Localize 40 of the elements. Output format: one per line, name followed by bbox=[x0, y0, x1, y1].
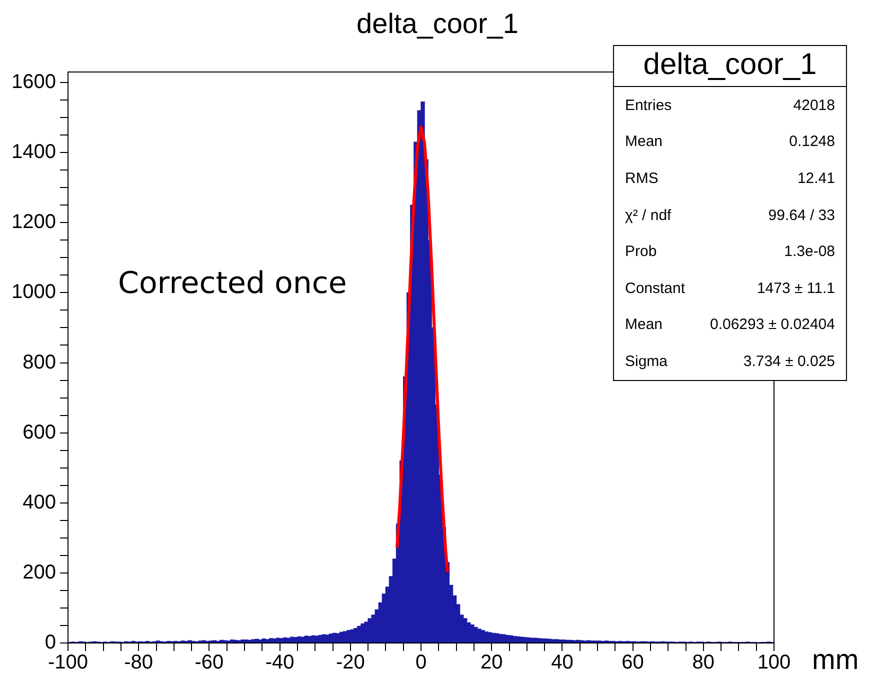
text: 1.3e-08 bbox=[784, 243, 835, 260]
y-tick-label: 600 bbox=[22, 421, 56, 444]
y-tick-label: 1000 bbox=[12, 281, 56, 304]
x-tick-label: 0 bbox=[415, 652, 427, 673]
annotation: delta_coor_1 bbox=[614, 46, 846, 87]
annotation: 1473 ± 11.1 bbox=[756, 280, 835, 297]
text: 42018 bbox=[793, 96, 835, 114]
y-tick-label: 1600 bbox=[12, 71, 56, 94]
x-tick-label: -40 bbox=[265, 652, 294, 673]
x-tick-label: -20 bbox=[336, 652, 365, 673]
x-tick-label: -80 bbox=[124, 652, 154, 673]
text: 0.1248 bbox=[789, 133, 835, 150]
annotation: Corrected once bbox=[118, 266, 347, 301]
y-tick-label: 0 bbox=[44, 632, 56, 654]
y-tick-label: 1200 bbox=[12, 211, 56, 234]
annotation: Prob bbox=[625, 243, 657, 260]
annotation: 99.64 / 33 bbox=[768, 206, 835, 224]
annotation: 3.734 ± 0.025 bbox=[743, 352, 835, 370]
annotation: 0.06293 ± 0.02404 bbox=[710, 316, 835, 334]
annotation: Sigma bbox=[625, 352, 668, 370]
annotation: Constant bbox=[625, 280, 686, 297]
annotation: Entries bbox=[625, 96, 672, 114]
y-tick-label: 400 bbox=[22, 491, 56, 514]
x-tick-label: -100 bbox=[48, 652, 88, 673]
x-axis-title: mm bbox=[812, 644, 859, 673]
y-tick-label: 200 bbox=[22, 561, 56, 584]
annotation: RMS bbox=[625, 170, 658, 187]
x-tick-label: 60 bbox=[622, 652, 644, 673]
y-tick-label: 800 bbox=[22, 351, 56, 374]
chart-title: delta_coor_1 bbox=[356, 8, 520, 40]
annotation: Mean bbox=[625, 316, 663, 334]
x-tick-label: -60 bbox=[194, 652, 224, 673]
x-tick-label: 80 bbox=[692, 652, 715, 673]
x-tick-label: 100 bbox=[757, 652, 791, 673]
x-tick-label: 40 bbox=[551, 652, 574, 673]
y-tick-label: 1400 bbox=[12, 141, 56, 164]
annotation: Mean bbox=[625, 133, 663, 150]
x-tick-label: 20 bbox=[480, 652, 503, 673]
text: 12.41 bbox=[797, 170, 835, 187]
annotation: χ² / ndf bbox=[625, 206, 672, 224]
